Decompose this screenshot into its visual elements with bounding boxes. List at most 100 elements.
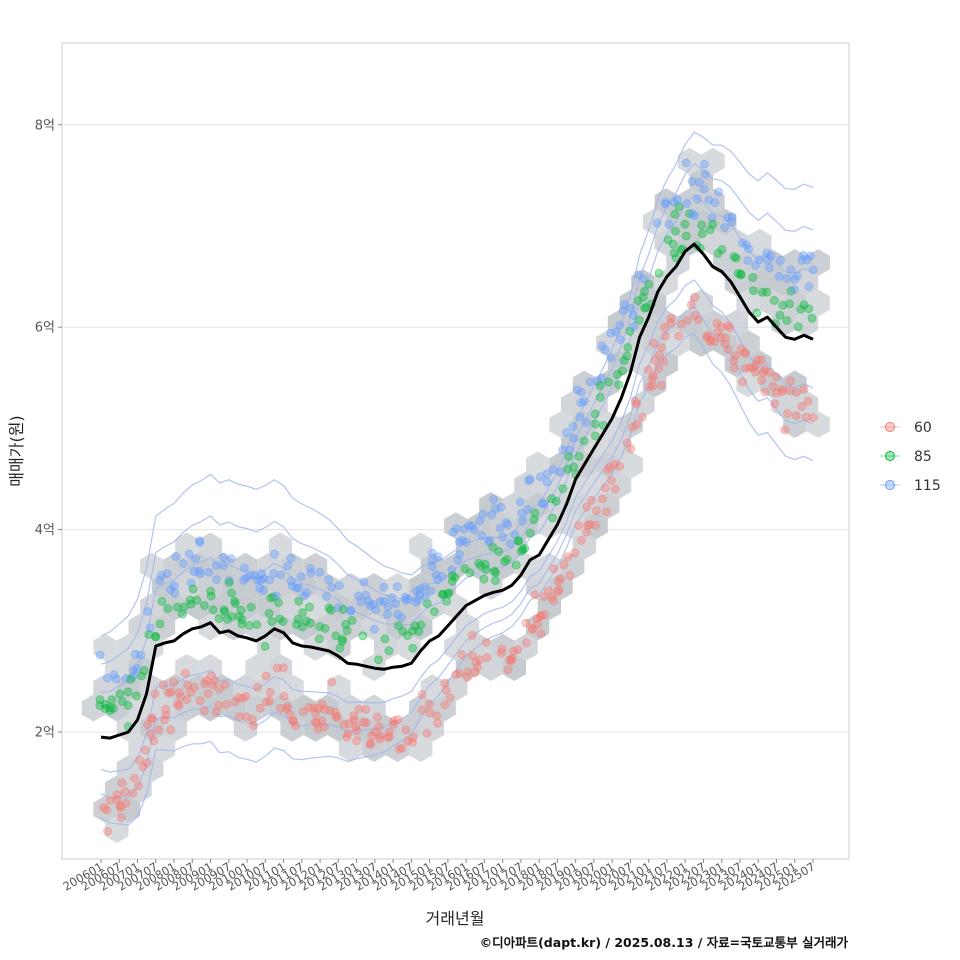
point-60 [528, 624, 537, 634]
hex-bin [806, 411, 830, 438]
point-85 [100, 700, 110, 709]
point-85 [237, 615, 247, 624]
point-115 [259, 573, 268, 583]
hex-bin [455, 654, 480, 681]
point-60 [705, 337, 715, 346]
point-85 [564, 452, 574, 462]
point-115 [669, 197, 679, 207]
point-85 [267, 617, 277, 627]
point-85 [347, 616, 357, 625]
point-60 [751, 360, 761, 370]
point-60 [547, 592, 557, 602]
point-60 [401, 725, 411, 735]
point-85 [574, 452, 584, 461]
point-60 [506, 656, 516, 666]
point-115 [673, 195, 683, 205]
hex-bin [736, 330, 760, 357]
point-115 [737, 238, 747, 248]
point-85 [320, 624, 330, 633]
point-60 [332, 712, 342, 721]
point-115 [524, 476, 534, 485]
point-115 [620, 300, 629, 309]
point-85 [604, 377, 614, 387]
point-115 [628, 311, 638, 321]
hex-bin [537, 512, 561, 540]
y-tick-label: 8억 [35, 118, 55, 133]
point-60 [116, 813, 126, 823]
hex-bin [409, 532, 433, 560]
point-60 [234, 712, 244, 722]
point-115 [109, 670, 119, 680]
point-85 [326, 605, 336, 615]
hex-bin [783, 370, 807, 398]
point-115 [506, 539, 515, 549]
hex-bin [245, 573, 269, 600]
point-85 [292, 620, 302, 630]
point-115 [413, 595, 423, 605]
point-60 [749, 363, 759, 373]
point-60 [473, 662, 482, 672]
hex-bin [210, 593, 234, 621]
point-85 [476, 561, 486, 571]
point-60 [602, 507, 612, 517]
point-115 [195, 537, 205, 547]
point-60 [467, 630, 477, 640]
hex-bin [93, 795, 117, 823]
point-60 [283, 701, 293, 711]
point-115 [379, 597, 389, 607]
point-60 [649, 371, 658, 381]
hex-bin [385, 613, 409, 641]
point-115 [162, 569, 172, 579]
point-60 [740, 363, 750, 373]
hex-bin [409, 573, 433, 600]
point-115 [269, 568, 279, 578]
point-60 [753, 355, 763, 365]
point-115 [433, 552, 443, 562]
point-115 [786, 265, 796, 275]
point-115 [808, 265, 818, 275]
point-115 [271, 591, 281, 601]
hex-bin [748, 228, 772, 256]
point-115 [694, 177, 704, 187]
point-60 [725, 323, 735, 333]
point-115 [447, 565, 457, 575]
point-85 [569, 462, 579, 472]
point-60 [497, 644, 507, 654]
point-85 [633, 296, 643, 306]
hex-bin [467, 552, 491, 580]
point-85 [514, 536, 524, 546]
point-60 [690, 292, 700, 302]
hex-bin [280, 714, 304, 742]
hex-bin [315, 694, 339, 722]
hex-bin [607, 350, 632, 378]
point-60 [361, 718, 371, 728]
point-60 [148, 714, 157, 724]
point-85 [144, 630, 154, 640]
point-115 [136, 650, 146, 660]
hex-bin [724, 228, 749, 256]
point-85 [374, 655, 383, 665]
point-115 [321, 592, 331, 602]
point-60 [676, 319, 686, 329]
point-85 [246, 602, 256, 612]
point-60 [99, 803, 109, 813]
hex-bin [175, 694, 199, 722]
point-115 [283, 561, 293, 571]
point-115 [256, 569, 266, 578]
hex-bin [186, 674, 211, 702]
point-60 [659, 357, 668, 367]
point-85 [260, 641, 270, 651]
point-85 [126, 674, 136, 684]
point-85 [172, 602, 182, 612]
point-60 [172, 699, 182, 709]
point-60 [214, 700, 224, 710]
point-85 [736, 270, 746, 280]
point-60 [121, 798, 131, 808]
point-115 [315, 567, 325, 577]
point-60 [161, 710, 171, 720]
point-115 [457, 536, 467, 545]
point-60 [115, 801, 125, 811]
point-85 [447, 571, 457, 581]
hex-bin [210, 674, 234, 702]
legend-label: 60 [914, 420, 932, 436]
